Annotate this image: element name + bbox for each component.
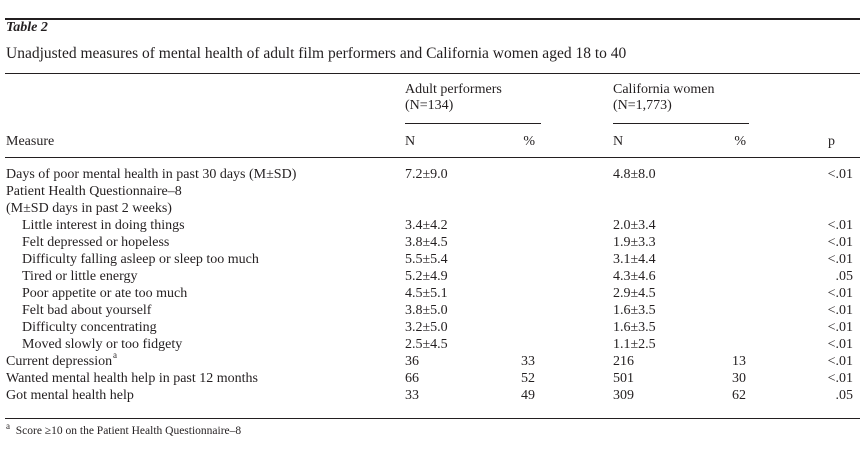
cell-n-california: 2.0±3.4 [613, 218, 656, 233]
cell-p: <.01 [827, 286, 853, 301]
cell-pct-adult: 52 [521, 371, 535, 386]
cell-pct-adult: 49 [521, 388, 535, 403]
cell-n-adult: 33 [405, 388, 419, 403]
cell-n-california: 1.6±3.5 [613, 303, 656, 318]
cell-n-adult: 5.5±5.4 [405, 252, 448, 267]
cell-n-adult: 7.2±9.0 [405, 167, 448, 182]
table-row: Difficulty concentrating 3.2±5.0 1.6±3.5 <.… [0, 319, 867, 336]
group-n-california-women: (N=1,773) [613, 98, 672, 113]
table-label: Table 2 [6, 20, 48, 35]
cell-n-adult: 2.5±4.5 [405, 337, 448, 352]
row-label: Poor appetite or ate too much [22, 286, 188, 301]
column-header-pct-california: % [734, 134, 746, 149]
row-label: Little interest in doing things [22, 218, 185, 233]
table-row: Current depression a 36 33 216 13 <.01 [6, 350, 853, 370]
group-header-adult-performers: Adult performers [405, 82, 502, 97]
cell-n-california: 1.9±3.3 [613, 235, 656, 250]
cell-pct-california: 62 [732, 388, 746, 403]
title-rule [5, 73, 860, 74]
header-rule [5, 157, 860, 158]
bottom-rule [5, 418, 860, 419]
cell-pct-california: 13 [732, 354, 746, 369]
cell-n-adult: 4.5±5.1 [405, 286, 448, 301]
cell-p: <.01 [827, 218, 853, 233]
table-row: Got mental health help 33 49 309 62 .05 [0, 387, 867, 404]
group-rule-adult-performers [405, 123, 541, 124]
top-rule [5, 18, 860, 20]
cell-n-california: 2.9±4.5 [613, 286, 656, 301]
cell-n-california: 501 [613, 371, 634, 386]
table-row: Wanted mental health help in past 12 mon… [0, 370, 867, 387]
cell-n-adult: 3.4±4.2 [405, 218, 448, 233]
row-label: Days of poor mental health in past 30 da… [6, 167, 297, 182]
table-row: Felt depressed or hopeless 3.8±4.5 1.9±3.3… [0, 234, 867, 251]
cell-p: <.01 [827, 320, 853, 335]
table-row: Tired or little energy 5.2±4.9 4.3±4.6 .05 [0, 268, 867, 285]
cell-p: <.01 [827, 252, 853, 267]
column-header-pct-adult: % [523, 134, 535, 149]
cell-p: <.01 [827, 337, 853, 352]
table-row: Little interest in doing things 3.4±4.2 2.… [0, 217, 867, 234]
cell-n-california: 4.8±8.0 [613, 167, 656, 182]
group-n-adult-performers: (N=134) [405, 98, 454, 113]
row-label: Patient Health Questionnaire–8 [6, 184, 182, 199]
cell-n-adult: 3.8±4.5 [405, 235, 448, 250]
cell-n-adult: 66 [405, 371, 419, 386]
row-label: Felt bad about yourself [22, 303, 152, 318]
cell-p: .05 [835, 269, 854, 284]
table-row: Felt bad about yourself 3.8±5.0 1.6±3.5 <.0… [0, 302, 867, 319]
cell-n-adult: 3.8±5.0 [405, 303, 448, 318]
row-label: Felt depressed or hopeless [22, 235, 170, 250]
cell-n-california: 1.6±3.5 [613, 320, 656, 335]
group-header-california-women: California women [613, 82, 715, 97]
cell-n-california: 1.1±2.5 [613, 337, 656, 352]
cell-n-adult: 5.2±4.9 [405, 269, 448, 284]
column-header-p: p [828, 134, 835, 149]
cell-p: <.01 [827, 354, 853, 369]
column-header-n-adult: N [405, 134, 416, 149]
footnote-text: Score ≥10 on the Patient Health Question… [15, 425, 242, 437]
cell-n-california: 3.1±4.4 [613, 252, 656, 267]
table-row: Days of poor mental health in past 30 da… [0, 166, 867, 183]
cell-p: <.01 [827, 371, 853, 386]
row-label: Current depression [6, 354, 113, 369]
group-rule-california-women [613, 123, 749, 124]
table-row: Patient Health Questionnaire–8 [0, 183, 867, 200]
table-title: Unadjusted measures of mental health of … [6, 45, 627, 62]
cell-n-california: 309 [613, 388, 634, 403]
row-label: Difficulty falling asleep or sleep too m… [22, 252, 259, 267]
table-row: Difficulty falling asleep or sleep too m… [0, 251, 867, 268]
row-label: Wanted mental health help in past 12 mon… [6, 371, 258, 386]
cell-p: .05 [835, 388, 854, 403]
row-label: Difficulty concentrating [22, 320, 157, 335]
cell-p: <.01 [827, 303, 853, 318]
row-label: (M±SD days in past 2 weeks) [6, 201, 172, 216]
row-label: Got mental health help [6, 388, 134, 403]
table-row: Poor appetite or ate too much 4.5±5.1 2.9±… [0, 285, 867, 302]
cell-pct-california: 30 [732, 371, 746, 386]
cell-p: <.01 [827, 167, 853, 182]
cell-p: <.01 [827, 235, 853, 250]
cell-pct-adult: 33 [521, 354, 535, 369]
cell-n-adult: 36 [405, 354, 419, 369]
table-row: Moved slowly or too fidgety 2.5±4.5 1.1±2.… [0, 336, 867, 353]
footnote-marker: a [6, 421, 10, 432]
table-row: (M±SD days in past 2 weeks) [0, 200, 867, 217]
footnote: a Score ≥10 on the Patient Health Questi… [6, 422, 242, 437]
column-header-n-california: N [613, 134, 624, 149]
row-label: Tired or little energy [22, 269, 138, 284]
cell-n-adult: 3.2±5.0 [405, 320, 448, 335]
column-header-measure: Measure [6, 134, 55, 149]
cell-n-california: 4.3±4.6 [613, 269, 656, 284]
row-label: Moved slowly or too fidgety [22, 337, 183, 352]
cell-n-california: 216 [613, 354, 634, 369]
